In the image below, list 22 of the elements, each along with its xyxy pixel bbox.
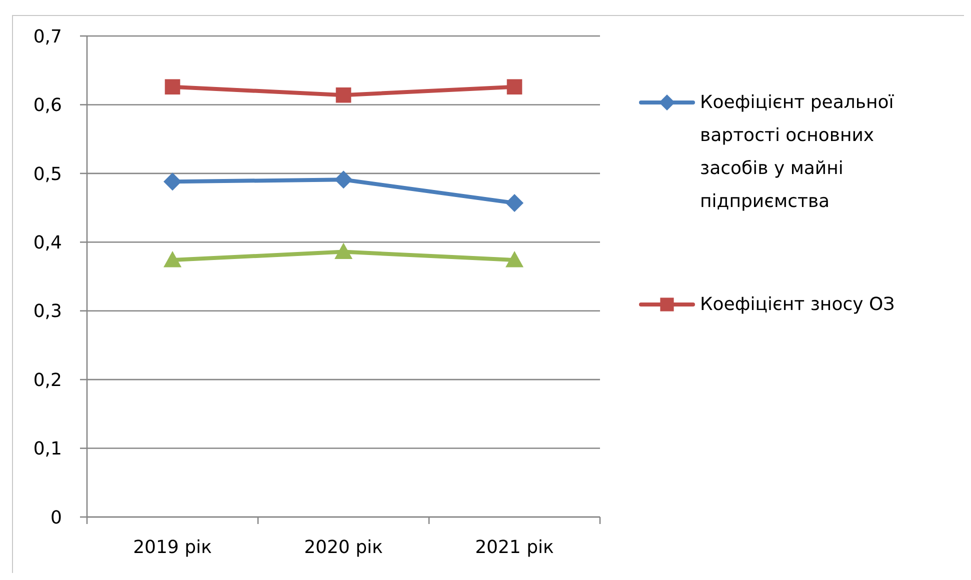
y-tick-label: 0,4 (33, 232, 62, 254)
y-tick-label: 0,5 (33, 164, 62, 185)
point (506, 79, 522, 94)
y-tick-label: 0,3 (33, 301, 62, 322)
point (164, 251, 182, 268)
point (164, 79, 180, 94)
point (506, 251, 524, 268)
point (506, 194, 524, 212)
point (334, 170, 352, 189)
y-tick-label: 0,7 (33, 26, 62, 48)
y-tick-label: 0,2 (33, 370, 62, 391)
y-tick-label: 0,6 (33, 95, 62, 116)
y-tick-label: 0 (50, 507, 62, 528)
legend-label: Коефіцієнт зносу ОЗ (700, 293, 896, 317)
y-tick-label: 0,1 (33, 438, 62, 460)
point (336, 87, 352, 103)
point (334, 242, 352, 259)
legend-label: Коефіцієнт реальної вартості основних засобів у майні підприємства (700, 91, 895, 214)
x-tick-label: 2019 рік (133, 536, 212, 558)
x-tick-label: 2020 рік (304, 536, 384, 558)
point (164, 172, 182, 191)
x-tick-label: 2021 рік (475, 536, 554, 558)
